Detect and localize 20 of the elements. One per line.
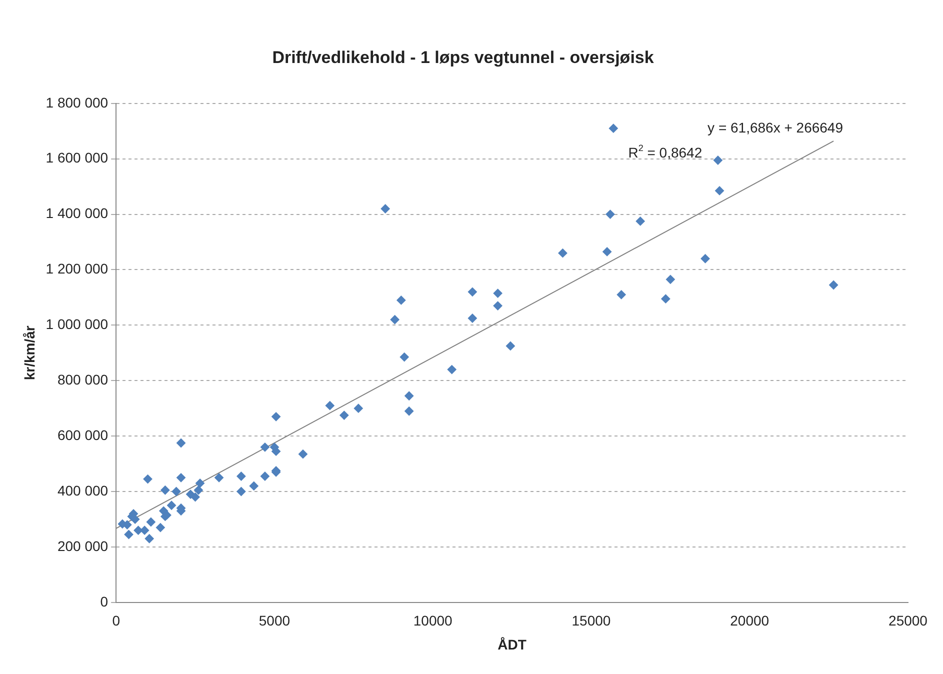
x-tick-label: 10000 <box>413 612 453 629</box>
x-tick-label: 15000 <box>572 612 611 629</box>
y-tick-label: 1 200 000 <box>46 260 108 277</box>
x-tick-label: 25000 <box>888 612 928 629</box>
x-tick-label: 20000 <box>730 612 770 629</box>
y-tick-label: 400 000 <box>57 482 108 498</box>
x-tick-label: 5000 <box>258 612 290 629</box>
y-tick-label: 200 000 <box>57 538 108 554</box>
x-tick-label: 0 <box>112 612 120 629</box>
chart-title: Drift/vedlikehold - 1 løps vegtunnel - oversjøisk <box>272 48 654 67</box>
y-tick-label: 600 000 <box>57 426 108 443</box>
y-tick-label: 1 000 000 <box>46 316 108 332</box>
y-tick-label: 800 000 <box>57 371 108 388</box>
x-axis-title: ÅDT <box>498 636 527 652</box>
y-tick-label: 0 <box>100 593 108 610</box>
annotation: y = 61,686x + 266649 <box>708 119 844 136</box>
y-tick-label: 1 600 000 <box>46 150 108 166</box>
y-axis-title: kr/km/år <box>21 325 38 380</box>
y-tick-label: 1 400 000 <box>46 205 108 222</box>
y-tick-label: 1 800 000 <box>46 94 108 110</box>
